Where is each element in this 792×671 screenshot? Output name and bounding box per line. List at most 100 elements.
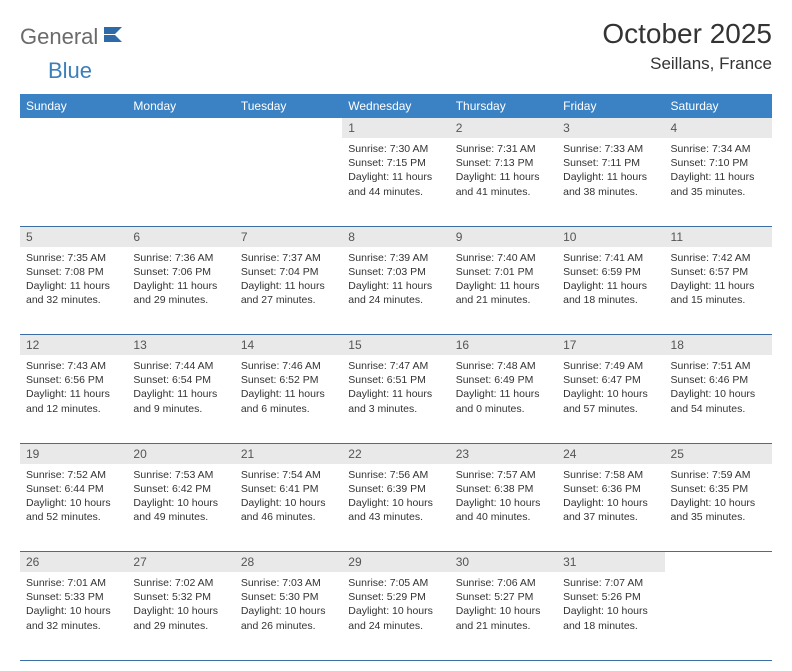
day-cell: Sunrise: 7:35 AM Sunset: 7:08 PM Dayligh… (20, 247, 127, 335)
day-body-row: Sunrise: 7:43 AM Sunset: 6:56 PM Dayligh… (20, 355, 772, 443)
day-cell: Sunrise: 7:06 AM Sunset: 5:27 PM Dayligh… (450, 572, 557, 660)
day-cell: Sunrise: 7:41 AM Sunset: 6:59 PM Dayligh… (557, 247, 664, 335)
day-number: 19 (20, 443, 127, 464)
day-number (665, 552, 772, 573)
day-details: Sunrise: 7:07 AM Sunset: 5:26 PM Dayligh… (557, 572, 664, 639)
day-number: 25 (665, 443, 772, 464)
day-body-row: Sunrise: 7:35 AM Sunset: 7:08 PM Dayligh… (20, 247, 772, 335)
day-cell: Sunrise: 7:30 AM Sunset: 7:15 PM Dayligh… (342, 138, 449, 226)
day-cell: Sunrise: 7:52 AM Sunset: 6:44 PM Dayligh… (20, 464, 127, 552)
day-cell: Sunrise: 7:54 AM Sunset: 6:41 PM Dayligh… (235, 464, 342, 552)
day-cell: Sunrise: 7:46 AM Sunset: 6:52 PM Dayligh… (235, 355, 342, 443)
day-cell: Sunrise: 7:05 AM Sunset: 5:29 PM Dayligh… (342, 572, 449, 660)
day-number: 17 (557, 335, 664, 356)
day-number: 5 (20, 226, 127, 247)
day-details: Sunrise: 7:56 AM Sunset: 6:39 PM Dayligh… (342, 464, 449, 531)
day-cell: Sunrise: 7:34 AM Sunset: 7:10 PM Dayligh… (665, 138, 772, 226)
day-details: Sunrise: 7:44 AM Sunset: 6:54 PM Dayligh… (127, 355, 234, 422)
logo-text-blue: Blue (48, 58, 92, 83)
weekday-header: Monday (127, 94, 234, 118)
day-details: Sunrise: 7:33 AM Sunset: 7:11 PM Dayligh… (557, 138, 664, 205)
day-number-row: 567891011 (20, 226, 772, 247)
day-cell (20, 138, 127, 226)
day-details: Sunrise: 7:46 AM Sunset: 6:52 PM Dayligh… (235, 355, 342, 422)
day-details: Sunrise: 7:47 AM Sunset: 6:51 PM Dayligh… (342, 355, 449, 422)
weekday-header: Wednesday (342, 94, 449, 118)
day-details: Sunrise: 7:59 AM Sunset: 6:35 PM Dayligh… (665, 464, 772, 531)
day-cell: Sunrise: 7:59 AM Sunset: 6:35 PM Dayligh… (665, 464, 772, 552)
calendar-page: General October 2025 Seillans, France Bl… (0, 0, 792, 671)
day-number: 28 (235, 552, 342, 573)
day-number: 16 (450, 335, 557, 356)
day-number: 3 (557, 118, 664, 138)
day-number: 11 (665, 226, 772, 247)
day-details: Sunrise: 7:40 AM Sunset: 7:01 PM Dayligh… (450, 247, 557, 314)
day-cell: Sunrise: 7:39 AM Sunset: 7:03 PM Dayligh… (342, 247, 449, 335)
day-cell: Sunrise: 7:40 AM Sunset: 7:01 PM Dayligh… (450, 247, 557, 335)
day-cell: Sunrise: 7:51 AM Sunset: 6:46 PM Dayligh… (665, 355, 772, 443)
day-details: Sunrise: 7:53 AM Sunset: 6:42 PM Dayligh… (127, 464, 234, 531)
weekday-header: Friday (557, 94, 664, 118)
day-cell: Sunrise: 7:42 AM Sunset: 6:57 PM Dayligh… (665, 247, 772, 335)
day-number: 14 (235, 335, 342, 356)
day-number: 18 (665, 335, 772, 356)
day-number: 8 (342, 226, 449, 247)
day-cell: Sunrise: 7:02 AM Sunset: 5:32 PM Dayligh… (127, 572, 234, 660)
day-number-row: 1234 (20, 118, 772, 138)
day-number: 23 (450, 443, 557, 464)
day-details: Sunrise: 7:52 AM Sunset: 6:44 PM Dayligh… (20, 464, 127, 531)
day-details: Sunrise: 7:58 AM Sunset: 6:36 PM Dayligh… (557, 464, 664, 531)
calendar-table: Sunday Monday Tuesday Wednesday Thursday… (20, 94, 772, 661)
day-cell (127, 138, 234, 226)
weekday-header: Tuesday (235, 94, 342, 118)
day-number: 4 (665, 118, 772, 138)
day-number: 2 (450, 118, 557, 138)
title-block: October 2025 Seillans, France (602, 18, 772, 74)
day-cell: Sunrise: 7:58 AM Sunset: 6:36 PM Dayligh… (557, 464, 664, 552)
day-details: Sunrise: 7:06 AM Sunset: 5:27 PM Dayligh… (450, 572, 557, 639)
day-number: 7 (235, 226, 342, 247)
day-cell: Sunrise: 7:47 AM Sunset: 6:51 PM Dayligh… (342, 355, 449, 443)
day-cell: Sunrise: 7:01 AM Sunset: 5:33 PM Dayligh… (20, 572, 127, 660)
day-details: Sunrise: 7:57 AM Sunset: 6:38 PM Dayligh… (450, 464, 557, 531)
day-number: 15 (342, 335, 449, 356)
day-number: 1 (342, 118, 449, 138)
day-cell: Sunrise: 7:07 AM Sunset: 5:26 PM Dayligh… (557, 572, 664, 660)
day-details: Sunrise: 7:39 AM Sunset: 7:03 PM Dayligh… (342, 247, 449, 314)
day-details: Sunrise: 7:01 AM Sunset: 5:33 PM Dayligh… (20, 572, 127, 639)
day-number: 30 (450, 552, 557, 573)
day-cell: Sunrise: 7:57 AM Sunset: 6:38 PM Dayligh… (450, 464, 557, 552)
location-label: Seillans, France (602, 54, 772, 74)
day-details: Sunrise: 7:51 AM Sunset: 6:46 PM Dayligh… (665, 355, 772, 422)
day-cell: Sunrise: 7:49 AM Sunset: 6:47 PM Dayligh… (557, 355, 664, 443)
flag-icon (104, 27, 126, 48)
day-details: Sunrise: 7:30 AM Sunset: 7:15 PM Dayligh… (342, 138, 449, 205)
day-number: 6 (127, 226, 234, 247)
day-cell: Sunrise: 7:31 AM Sunset: 7:13 PM Dayligh… (450, 138, 557, 226)
day-cell: Sunrise: 7:48 AM Sunset: 6:49 PM Dayligh… (450, 355, 557, 443)
day-details: Sunrise: 7:36 AM Sunset: 7:06 PM Dayligh… (127, 247, 234, 314)
day-body-row: Sunrise: 7:01 AM Sunset: 5:33 PM Dayligh… (20, 572, 772, 660)
weekday-header: Thursday (450, 94, 557, 118)
weekday-header: Saturday (665, 94, 772, 118)
day-details: Sunrise: 7:05 AM Sunset: 5:29 PM Dayligh… (342, 572, 449, 639)
month-title: October 2025 (602, 18, 772, 50)
day-body-row: Sunrise: 7:52 AM Sunset: 6:44 PM Dayligh… (20, 464, 772, 552)
day-details: Sunrise: 7:43 AM Sunset: 6:56 PM Dayligh… (20, 355, 127, 422)
day-number-row: 262728293031 (20, 552, 772, 573)
day-number: 13 (127, 335, 234, 356)
day-details: Sunrise: 7:42 AM Sunset: 6:57 PM Dayligh… (665, 247, 772, 314)
day-number: 21 (235, 443, 342, 464)
day-details: Sunrise: 7:35 AM Sunset: 7:08 PM Dayligh… (20, 247, 127, 314)
day-number: 26 (20, 552, 127, 573)
day-details (20, 138, 127, 148)
day-cell: Sunrise: 7:53 AM Sunset: 6:42 PM Dayligh… (127, 464, 234, 552)
day-number: 31 (557, 552, 664, 573)
weekday-header: Sunday (20, 94, 127, 118)
day-body-row: Sunrise: 7:30 AM Sunset: 7:15 PM Dayligh… (20, 138, 772, 226)
day-number: 12 (20, 335, 127, 356)
day-cell (235, 138, 342, 226)
day-details: Sunrise: 7:48 AM Sunset: 6:49 PM Dayligh… (450, 355, 557, 422)
day-number: 24 (557, 443, 664, 464)
day-number: 27 (127, 552, 234, 573)
